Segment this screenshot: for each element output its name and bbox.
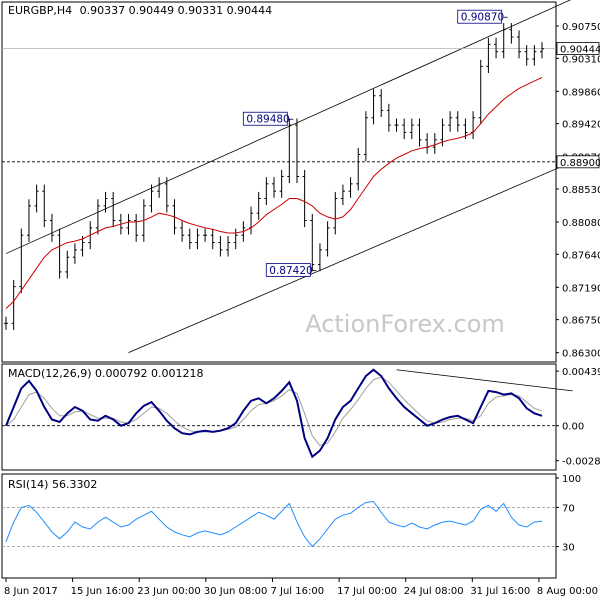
macd-signal-line [5,376,543,447]
x-axis-label: 31 Jul 16:00 [470,586,530,597]
support-label: 0.88900 [560,158,600,169]
price-axis-label: 0.87190 [562,283,600,294]
rsi-line [5,500,543,548]
price-axis-label: 0.88530 [562,185,600,196]
rsi-axis-label: 100 [562,474,581,485]
price-axis-label: 0.90750 [562,22,600,33]
macd-divergence-line [396,369,573,392]
channel-lower-line [128,161,573,354]
x-axis-label: 8 Jun 2017 [4,586,58,597]
annotation-label: 0.90870 [461,12,504,24]
rsi-axis-label: 30 [562,543,575,554]
price-axis-label: 0.86750 [562,316,600,327]
x-axis-label: 17 Jul 00:00 [337,586,397,597]
x-axis-label: 7 Jul 16:00 [270,586,324,597]
macd-line [5,368,543,459]
macd-panel: MACD(12,26,9) 0.000792 0.001218 0.004390… [1,363,600,471]
x-axis: 8 Jun 2017 15 Jun 16:00 23 Jun 00:00 30 Jun… [4,578,598,597]
price-plot-frame [1,1,557,363]
ohlc-values: 0.90337 0.90449 0.90331 0.90444 [80,4,272,17]
annotation-box [265,263,311,277]
current-price-label: 0.90444 [560,44,600,55]
macd-title: MACD(12,26,9) 0.000792 0.001218 [8,367,204,380]
support-label-box [556,155,600,169]
price-axis-label: 0.88080 [562,218,600,229]
x-axis-label: 24 Jul 08:00 [404,586,464,597]
x-axis-label: 30 Jun 08:00 [204,586,268,597]
price-axis-label: 0.87640 [562,250,600,261]
x-axis-label: 8 Aug 00:00 [537,586,598,597]
x-axis-label: 15 Jun 16:00 [71,586,135,597]
rsi-marks: 100 70 30 [2,474,581,554]
moving-average-line [5,76,543,309]
price-axis-label: 0.89860 [562,87,600,98]
annotation-label: 0.89480 [246,114,289,126]
annotation-label: 0.87420 [269,265,312,277]
symbol-label: EURGBP,H4 [8,4,72,17]
price-axis-label: 0.90310 [562,54,600,65]
rsi-axis-label: 70 [562,503,575,514]
macd-axis-label: 0.00 [562,422,584,433]
watermark: ActionForex.com [305,310,505,338]
rsi-panel: RSI(14) 56.3302 100 70 30 [1,473,581,579]
chart-header: EURGBP,H4 0.90337 0.90449 0.90331 0.9044… [8,4,272,17]
rsi-title: RSI(14) 56.3302 [8,478,97,491]
price-bars [4,23,544,330]
annotation-box [457,9,503,24]
macd-axis-label: 0.00439 [562,367,600,378]
price-axis-label: 0.86300 [562,349,600,360]
current-price-label-box [556,42,600,55]
macd-axis-label: -0.002809 [562,457,600,468]
macd-marks: 0.00439 0.00 -0.002809 [2,367,600,468]
rsi-plot-frame [1,473,557,579]
annotation-box [242,111,288,126]
price-marks: 0.907500.903100.898600.894200.889700.885… [2,0,600,360]
price-axis-label: 0.89420 [562,120,600,131]
x-axis-label: 23 Jun 00:00 [137,586,201,597]
price-panel: EURGBP,H4 0.90337 0.90449 0.90331 0.9044… [1,0,600,363]
